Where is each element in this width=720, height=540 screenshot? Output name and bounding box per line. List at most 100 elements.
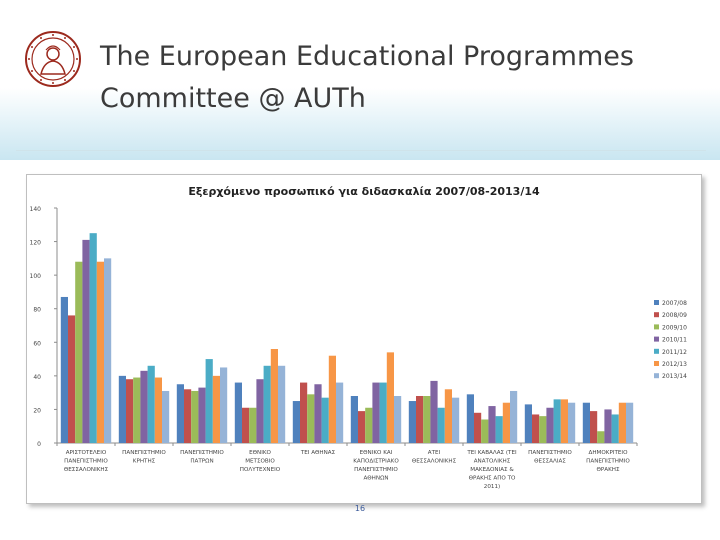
bar-2008-09-8 bbox=[532, 414, 540, 443]
bar-2009-10-0 bbox=[75, 261, 83, 443]
bar-2011-12-0 bbox=[89, 233, 97, 443]
auth-seal-logo bbox=[25, 31, 81, 87]
bar-2007-08-9 bbox=[582, 402, 590, 443]
bar-2008-09-9 bbox=[590, 411, 598, 443]
bar-2013-14-0 bbox=[104, 258, 112, 443]
bar-2013-14-6 bbox=[452, 397, 460, 443]
legend-swatch bbox=[654, 373, 659, 379]
y-tick-label: 120 bbox=[30, 240, 42, 247]
x-tick-label: ΚΑΠΟΔΙΣΤΡΙΑΚΟ bbox=[353, 459, 399, 465]
x-tick-label: ΠΑΝΕΠΙΣΤΗΜΙΟ bbox=[180, 450, 224, 456]
x-tick-label: ΘΕΣΣΑΛΟΝΙΚΗΣ bbox=[412, 459, 457, 465]
bar-2010-11-9 bbox=[604, 409, 612, 443]
bar-2010-11-3 bbox=[256, 379, 264, 443]
bar-2010-11-0 bbox=[82, 239, 90, 443]
legend-swatch bbox=[654, 348, 659, 354]
legend-entry: 2010/11 bbox=[662, 337, 687, 344]
x-tick-label: ΤΕΙ ΚΑΒΑΛΑΣ (ΤΕΙ bbox=[466, 450, 517, 456]
bar-2012-13-8 bbox=[560, 399, 568, 443]
y-tick-label: 40 bbox=[33, 374, 41, 381]
bar-2007-08-5 bbox=[350, 396, 358, 443]
y-tick-label: 140 bbox=[30, 206, 42, 213]
bar-2007-08-6 bbox=[408, 401, 416, 443]
x-tick-label: ΑΡΙΣΤΟΤΕΛΕΙΟ bbox=[66, 450, 107, 456]
x-tick-label: ΠΑΝΕΠΙΣΤΗΜΙΟ bbox=[528, 450, 572, 456]
bar-2010-11-4 bbox=[314, 384, 322, 443]
bar-2009-10-8 bbox=[539, 416, 547, 443]
x-tick-label: ΤΕΙ ΑΘΗΝΑΣ bbox=[300, 450, 336, 456]
bar-2013-14-9 bbox=[626, 402, 634, 443]
bar-2010-11-1 bbox=[140, 370, 148, 443]
bar-2012-13-3 bbox=[270, 349, 278, 443]
bar-2013-14-3 bbox=[278, 365, 286, 443]
bar-2010-11-8 bbox=[546, 407, 554, 443]
slide-header bbox=[0, 0, 720, 160]
x-tick-label: ΠΑΝΕΠΙΣΤΗΜΙΟ bbox=[586, 459, 630, 465]
bar-2010-11-2 bbox=[198, 387, 206, 443]
bar-2012-13-2 bbox=[212, 375, 220, 443]
legend-entry: 2009/10 bbox=[662, 324, 687, 331]
bar-2007-08-4 bbox=[292, 401, 300, 443]
bar-2013-14-5 bbox=[394, 396, 402, 443]
bar-2011-12-7 bbox=[495, 416, 503, 443]
x-tick-label: ΠΑΝΕΠΙΣΤΗΜΙΟ bbox=[354, 467, 398, 473]
bar-2007-08-0 bbox=[60, 296, 68, 443]
bar-2011-12-2 bbox=[205, 359, 213, 443]
bar-2012-13-4 bbox=[328, 355, 336, 443]
legend-swatch bbox=[654, 300, 659, 305]
bar-2008-09-0 bbox=[68, 315, 76, 443]
bar-2013-14-4 bbox=[336, 382, 344, 443]
x-tick-label: ΠΟΛΥΤΕΧΝΕΙΟ bbox=[240, 467, 281, 473]
legend-entry: 2011/12 bbox=[662, 349, 687, 356]
bar-2011-12-8 bbox=[553, 399, 561, 443]
bar-2012-13-1 bbox=[154, 377, 162, 443]
bar-2009-10-6 bbox=[423, 396, 431, 443]
x-tick-label: ΑΝΑΤΟΛΙΚΗΣ bbox=[474, 459, 511, 465]
bar-2009-10-2 bbox=[191, 390, 199, 443]
x-tick-label: ΕΘΝΙΚΟ bbox=[249, 450, 271, 456]
x-tick-label: ΜΑΚΕΔΟΝΙΑΣ & bbox=[470, 467, 514, 473]
legend-swatch bbox=[654, 336, 659, 342]
x-tick-label: ΠΑΝΕΠΙΣΤΗΜΙΟ bbox=[64, 459, 108, 465]
legend-entry: 2013/14 bbox=[662, 373, 687, 380]
bar-2011-12-4 bbox=[321, 397, 329, 443]
legend-entry: 2007/08 bbox=[662, 300, 687, 307]
x-tick-label: ΠΑΤΡΩΝ bbox=[190, 459, 213, 465]
bar-2013-14-2 bbox=[220, 367, 228, 443]
header-divider bbox=[16, 150, 706, 151]
chart-frame: Εξερχόμενο προσωπικό για διδασκαλία 2007… bbox=[26, 174, 702, 504]
bar-2013-14-8 bbox=[568, 402, 576, 443]
bar-2008-09-3 bbox=[242, 407, 250, 443]
x-tick-label: ΘΡΑΚΗΣ bbox=[596, 467, 619, 473]
bar-2011-12-1 bbox=[147, 365, 155, 443]
x-tick-label: ΑΤΕΙ bbox=[428, 450, 441, 456]
chart-title: Εξερχόμενο προσωπικό για διδασκαλία 2007… bbox=[188, 185, 540, 198]
y-tick-label: 20 bbox=[33, 407, 41, 414]
bar-2007-08-8 bbox=[524, 404, 532, 443]
x-tick-label: ΘΕΣΣΑΛΙΑΣ bbox=[534, 459, 566, 465]
bar-2011-12-3 bbox=[263, 365, 271, 443]
y-tick-label: 100 bbox=[30, 273, 42, 280]
x-tick-label: ΑΘΗΝΩΝ bbox=[363, 476, 388, 482]
bar-2007-08-7 bbox=[466, 394, 474, 443]
legend-entry: 2012/13 bbox=[662, 361, 687, 368]
bar-2013-14-1 bbox=[162, 390, 170, 443]
x-tick-label: ΠΑΝΕΠΙΣΤΗΜΙΟ bbox=[122, 450, 166, 456]
bar-2012-13-6 bbox=[444, 389, 452, 443]
bar-2011-12-9 bbox=[611, 414, 619, 443]
bar-2012-13-5 bbox=[386, 352, 394, 443]
bar-2010-11-6 bbox=[430, 380, 438, 443]
legend-swatch bbox=[654, 361, 659, 366]
bar-2009-10-1 bbox=[133, 377, 141, 443]
y-tick-label: 80 bbox=[33, 307, 41, 314]
slide-title: The European Educational Programmes Comm… bbox=[100, 36, 700, 120]
bar-2009-10-4 bbox=[307, 394, 315, 443]
bar-chart: Εξερχόμενο προσωπικό για διδασκαλία 2007… bbox=[30, 185, 688, 490]
bar-2012-13-9 bbox=[618, 402, 626, 443]
x-tick-label: ΘΡΑΚΗΣ ΑΠΟ ΤΟ bbox=[469, 476, 516, 482]
bar-2013-14-7 bbox=[510, 390, 518, 443]
bar-2009-10-5 bbox=[365, 407, 373, 443]
bar-2007-08-1 bbox=[118, 375, 126, 443]
x-tick-label: ΘΕΣΣΑΛΟΝΙΚΗΣ bbox=[64, 467, 109, 473]
slide-title-line1: The European Educational Programmes bbox=[100, 41, 634, 72]
